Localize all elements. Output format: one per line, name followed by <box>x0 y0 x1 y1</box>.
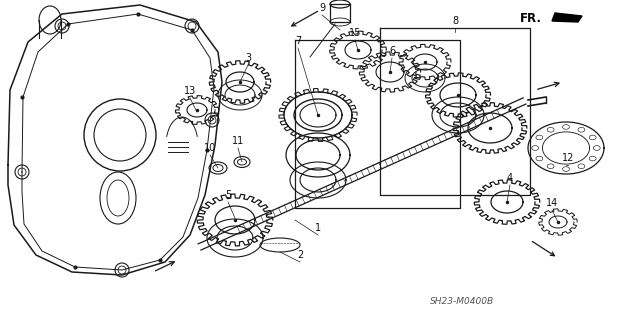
Text: 12: 12 <box>562 153 574 163</box>
Text: 13: 13 <box>184 86 196 96</box>
Text: 3: 3 <box>245 53 251 63</box>
Text: 11: 11 <box>232 136 244 146</box>
Text: 1: 1 <box>315 223 321 233</box>
Polygon shape <box>552 13 582 22</box>
Text: 10: 10 <box>204 143 216 153</box>
Text: 8: 8 <box>452 16 458 26</box>
Text: 2: 2 <box>297 250 303 260</box>
Text: 15: 15 <box>349 28 361 38</box>
Text: 5: 5 <box>225 190 231 200</box>
Text: FR.: FR. <box>520 12 542 25</box>
Text: 4: 4 <box>507 173 513 183</box>
Text: 9: 9 <box>319 3 325 13</box>
Text: SH23-M0400B: SH23-M0400B <box>430 298 494 307</box>
Text: 14: 14 <box>546 198 558 208</box>
Text: 7: 7 <box>295 36 301 46</box>
Text: 6: 6 <box>389 46 395 56</box>
